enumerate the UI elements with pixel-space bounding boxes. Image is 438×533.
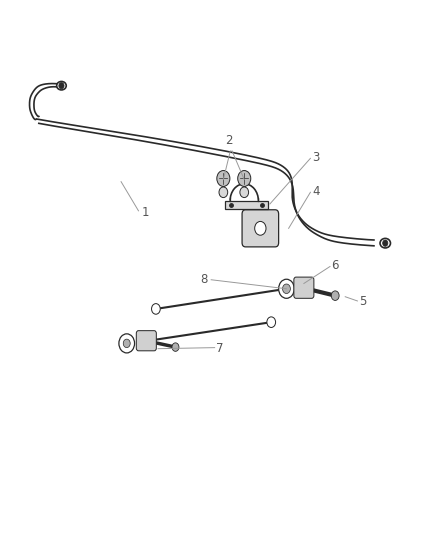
Text: 7: 7: [216, 342, 224, 355]
Polygon shape: [37, 119, 374, 246]
Circle shape: [119, 334, 134, 353]
Circle shape: [283, 284, 290, 294]
Circle shape: [59, 83, 64, 89]
Circle shape: [152, 304, 160, 314]
Circle shape: [217, 171, 230, 187]
Circle shape: [172, 343, 179, 351]
Text: 3: 3: [313, 151, 320, 164]
Circle shape: [279, 279, 294, 298]
FancyBboxPatch shape: [294, 277, 314, 298]
Text: 4: 4: [313, 185, 320, 198]
Text: 6: 6: [331, 259, 339, 272]
FancyBboxPatch shape: [242, 210, 279, 247]
Text: 5: 5: [359, 295, 367, 308]
Circle shape: [267, 317, 276, 327]
Text: 8: 8: [200, 273, 208, 286]
Circle shape: [219, 187, 228, 198]
Ellipse shape: [57, 82, 66, 90]
Circle shape: [240, 187, 249, 198]
Text: 2: 2: [225, 134, 232, 147]
FancyBboxPatch shape: [225, 201, 268, 209]
FancyBboxPatch shape: [136, 330, 156, 351]
Circle shape: [123, 339, 130, 348]
Circle shape: [254, 221, 266, 235]
Circle shape: [238, 171, 251, 187]
Text: 1: 1: [141, 206, 149, 220]
Circle shape: [383, 240, 388, 246]
Ellipse shape: [380, 238, 391, 248]
Circle shape: [331, 291, 339, 301]
